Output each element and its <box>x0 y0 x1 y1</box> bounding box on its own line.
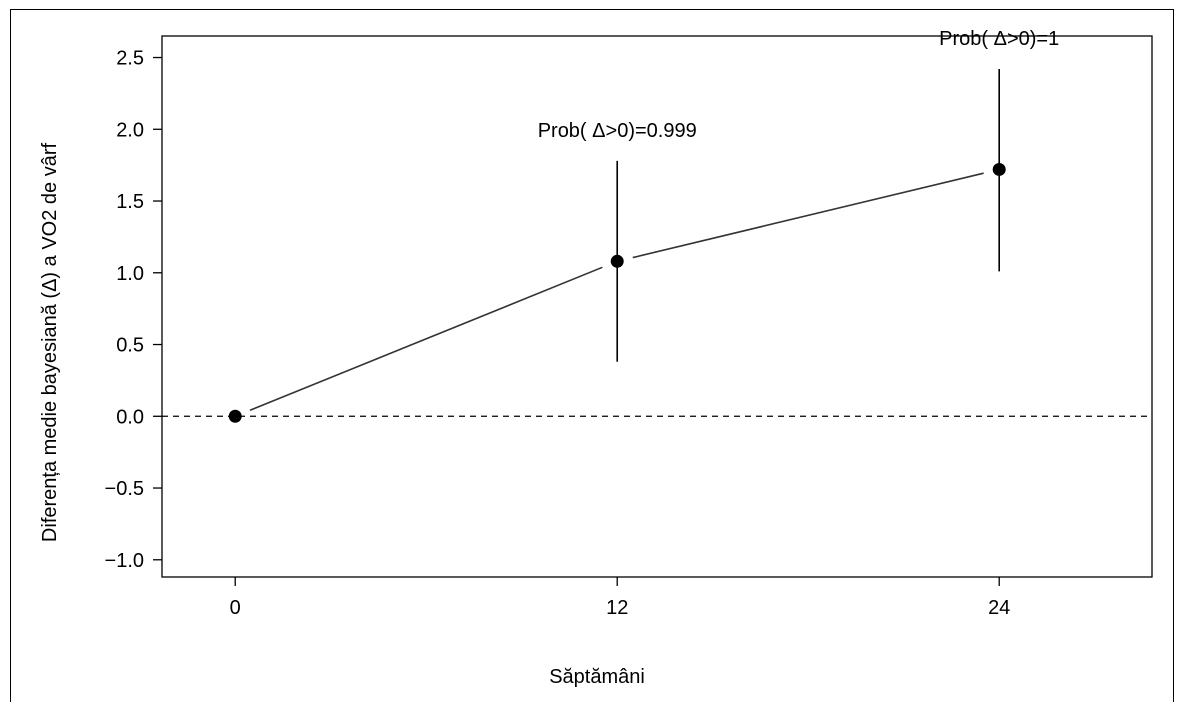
data-point <box>992 162 1006 176</box>
x-tick-label: 0 <box>230 597 241 619</box>
y-tick-label: 0.0 <box>116 406 144 428</box>
data-point <box>610 254 624 268</box>
y-tick-label: 1.5 <box>116 191 144 213</box>
y-axis: −1.0 −0.5 0.0 0.5 1.0 1.5 2.0 2.5 <box>105 48 162 572</box>
y-tick-label: −1.0 <box>105 550 144 572</box>
y-tick-label: 1.0 <box>116 263 144 285</box>
y-tick-label: 2.0 <box>116 119 144 141</box>
annotations: Prob( Δ>0)=0.999 Prob( Δ>0)=1 <box>538 28 1060 142</box>
series-segment <box>632 172 984 259</box>
y-tick-label: 2.5 <box>116 48 144 70</box>
figure-frame <box>10 9 1174 702</box>
plot-area <box>161 35 1153 578</box>
y-tick-label: −0.5 <box>105 478 144 500</box>
series-mean-difference <box>249 172 984 412</box>
x-axis-title: Săptămâni <box>549 666 645 688</box>
x-axis: 0 12 24 <box>230 577 1010 619</box>
probability-annotation: Prob( Δ>0)=0.999 <box>538 120 697 142</box>
x-tick-label: 24 <box>988 597 1010 619</box>
y-axis-title: Diferența medie bayesiană (Δ) a VO2 de v… <box>39 143 61 543</box>
series-segment <box>249 266 603 412</box>
x-tick-label: 12 <box>606 597 628 619</box>
data-point <box>228 409 242 423</box>
probability-annotation: Prob( Δ>0)=1 <box>939 28 1059 50</box>
y-tick-label: 0.5 <box>116 335 144 357</box>
data-points <box>228 162 1006 423</box>
